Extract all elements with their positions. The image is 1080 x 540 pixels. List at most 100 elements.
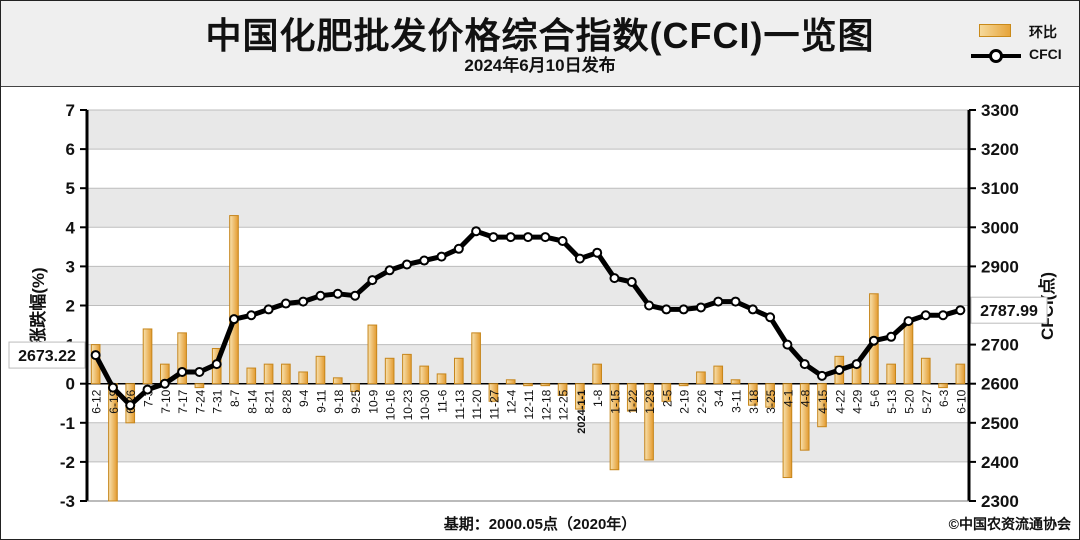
bar — [229, 215, 239, 385]
cfci-point — [125, 400, 136, 411]
x-tick-label: 7-17 — [176, 389, 190, 413]
x-tick-label: 4-1 — [781, 389, 795, 407]
cfci-point — [332, 288, 343, 299]
y-right-tick-label: 2900 — [981, 257, 1019, 276]
legend-line-marker — [989, 49, 1003, 63]
x-tick-label: 5-13 — [885, 389, 899, 413]
cfci-point — [419, 255, 430, 266]
x-tick-label: 3-25 — [764, 389, 778, 413]
cfci-point — [834, 365, 845, 376]
cfci-point — [955, 305, 966, 316]
cfci-point — [886, 331, 897, 342]
x-tick-label: 6-3 — [937, 389, 951, 407]
bar — [505, 379, 516, 385]
plot-band — [87, 266, 969, 306]
bar — [817, 383, 827, 428]
bar — [142, 328, 153, 385]
x-tick-label: 4-8 — [799, 389, 813, 407]
bar — [281, 363, 291, 385]
x-tick-label: 12-18 — [539, 389, 553, 420]
x-tick-label: 5-27 — [920, 389, 934, 413]
y-right-tick-label: 2400 — [981, 453, 1019, 472]
chart-header: 中国化肥批发价格综合指数(CFCI)一览图 2024年6月10日发布 环比 CF… — [1, 1, 1079, 87]
x-tick-label: 2-5 — [660, 389, 674, 407]
legend-line-label: CFCI — [1029, 46, 1062, 62]
callout-first-value: 2673.22 — [18, 348, 76, 365]
bar — [263, 363, 274, 385]
plot-band — [87, 110, 969, 150]
cfci-point — [782, 339, 793, 350]
x-tick-label: 10-30 — [418, 389, 432, 420]
cfci-point — [765, 312, 776, 323]
x-tick-label: 5-20 — [902, 389, 916, 413]
cfci-point — [730, 296, 741, 307]
x-tick-label: 11-6 — [436, 389, 450, 412]
x-tick-label: 12-4 — [505, 389, 519, 413]
cfci-point — [211, 359, 222, 370]
bar — [298, 371, 308, 385]
x-tick-label: 4-15 — [816, 389, 830, 413]
callout-first-box — [8, 341, 86, 369]
bar — [903, 322, 914, 385]
cfci-point — [177, 366, 188, 377]
bar — [384, 357, 395, 385]
legend-bar-label: 环比 — [1029, 24, 1057, 40]
x-tick-label: 7-24 — [193, 389, 207, 413]
cfci-point — [523, 232, 533, 243]
cfci-point — [903, 316, 914, 327]
y-left-tick-label: 7 — [66, 101, 75, 120]
bar — [419, 365, 430, 385]
bar — [661, 383, 672, 402]
chart-legend: 环比 CFCI — [969, 19, 1079, 79]
bar — [644, 383, 654, 461]
cfci-point — [436, 251, 447, 262]
bar — [246, 367, 257, 385]
bar — [782, 383, 793, 479]
bar — [523, 383, 533, 387]
x-tick-label: 9-25 — [349, 389, 363, 413]
cfci-point — [194, 366, 205, 377]
bar — [177, 332, 187, 385]
y-left-tick-label: 5 — [66, 179, 75, 198]
bar — [609, 383, 620, 471]
x-tick-label: 2-26 — [695, 389, 709, 413]
cfci-point — [540, 232, 551, 243]
x-tick-label: 2-19 — [678, 389, 692, 413]
y-left-tick-label: 2 — [66, 297, 75, 316]
cfci-point — [592, 247, 603, 258]
y-right-tick-label: 3100 — [981, 179, 1019, 198]
x-tick-label: 11-20 — [470, 389, 484, 419]
cfci-point — [367, 275, 378, 286]
chart-subtitle: 2024年6月10日发布 — [464, 56, 616, 75]
cfci-point — [229, 314, 239, 325]
bar — [575, 383, 585, 410]
bar — [557, 383, 568, 396]
x-tick-label: 9-18 — [332, 389, 346, 413]
x-tick-label: 6-10 — [954, 389, 968, 413]
callout-last-box — [970, 296, 1048, 324]
cfci-point — [678, 304, 689, 315]
cfci-point — [557, 235, 568, 246]
bar — [886, 363, 897, 385]
x-tick-label: 8-14 — [245, 389, 259, 413]
cfci-point — [938, 310, 949, 321]
x-tick-label: 6-12 — [90, 389, 104, 413]
cfci-point — [471, 226, 482, 237]
bar — [540, 383, 551, 387]
cfci-point — [799, 359, 810, 370]
x-tick-label: 12-11 — [522, 389, 536, 419]
y-left-tick-label: 3 — [66, 257, 75, 276]
cfci-point — [142, 384, 153, 395]
x-tick-label: 4-22 — [833, 389, 847, 413]
cfci-point — [574, 253, 585, 264]
cfci-point — [695, 302, 706, 313]
x-tick-label: 2024-1-1 — [576, 390, 588, 434]
y-right-tick-label: 3000 — [981, 218, 1019, 237]
bar — [765, 383, 775, 408]
cfci-point — [609, 273, 620, 284]
chart-title: 中国化肥批发价格综合指数(CFCI)一览图 — [205, 15, 875, 56]
cfci-point — [280, 298, 291, 309]
x-tick-label: 1-22 — [626, 389, 640, 413]
cfci-point — [644, 300, 655, 311]
cfci-point — [263, 304, 274, 315]
